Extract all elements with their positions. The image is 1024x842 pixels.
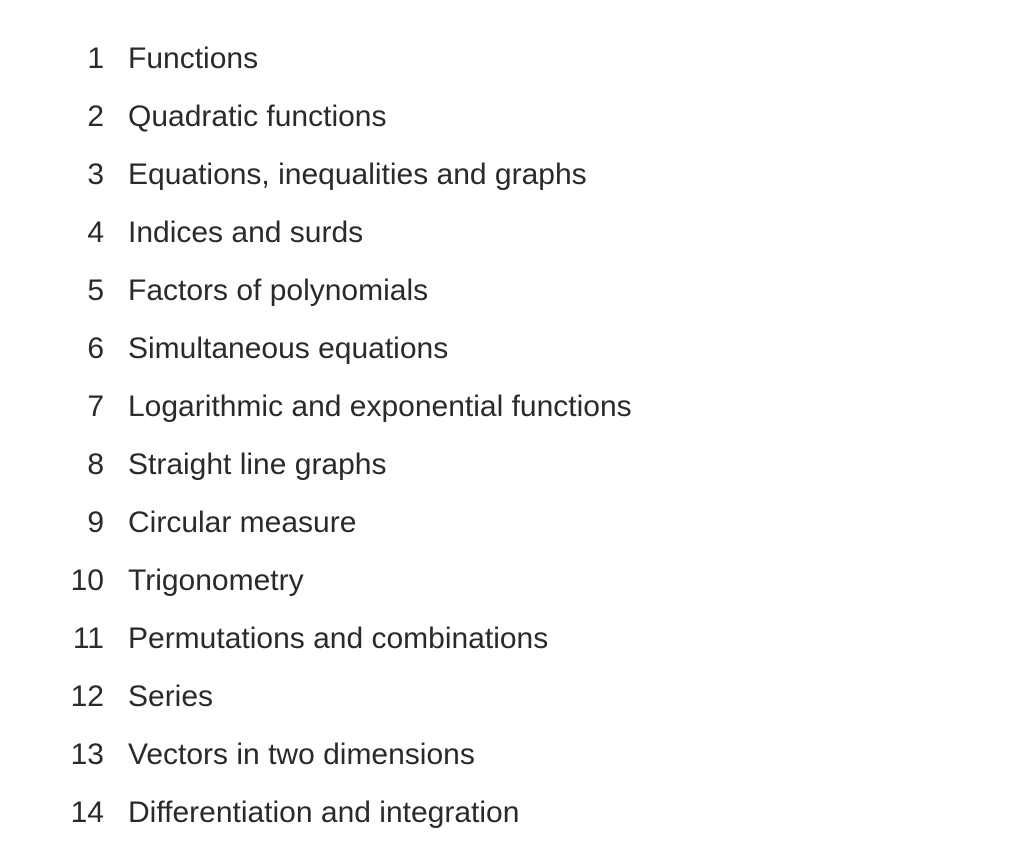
list-item: 5 Factors of polynomials <box>0 262 1024 320</box>
chapter-title: Factors of polynomials <box>128 276 428 306</box>
list-item: 14 Differentiation and integration <box>0 784 1024 842</box>
list-item: 4 Indices and surds <box>0 204 1024 262</box>
list-item: 10 Trigonometry <box>0 552 1024 610</box>
list-item: 6 Simultaneous equations <box>0 320 1024 378</box>
chapter-title: Series <box>128 682 213 712</box>
chapter-number: 7 <box>0 392 128 422</box>
chapter-list: 1 Functions 2 Quadratic functions 3 Equa… <box>0 30 1024 842</box>
list-item: 7 Logarithmic and exponential functions <box>0 378 1024 436</box>
chapter-number: 5 <box>0 276 128 306</box>
chapter-title: Vectors in two dimensions <box>128 740 475 770</box>
chapter-number: 13 <box>0 740 128 770</box>
chapter-title: Trigonometry <box>128 566 304 596</box>
chapter-title: Logarithmic and exponential functions <box>128 392 632 422</box>
list-item: 2 Quadratic functions <box>0 88 1024 146</box>
chapter-number: 9 <box>0 508 128 538</box>
chapter-title: Differentiation and integration <box>128 798 519 828</box>
list-item: 13 Vectors in two dimensions <box>0 726 1024 784</box>
chapter-number: 3 <box>0 160 128 190</box>
chapter-number: 8 <box>0 450 128 480</box>
chapter-title: Quadratic functions <box>128 102 386 132</box>
list-item: 9 Circular measure <box>0 494 1024 552</box>
chapter-title: Circular measure <box>128 508 356 538</box>
list-item: 1 Functions <box>0 30 1024 88</box>
list-item: 3 Equations, inequalities and graphs <box>0 146 1024 204</box>
chapter-title: Functions <box>128 44 258 74</box>
chapter-number: 14 <box>0 798 128 828</box>
list-item: 12 Series <box>0 668 1024 726</box>
chapter-title: Indices and surds <box>128 218 363 248</box>
chapter-title: Equations, inequalities and graphs <box>128 160 587 190</box>
chapter-number: 1 <box>0 44 128 74</box>
chapter-number: 6 <box>0 334 128 364</box>
list-item: 8 Straight line graphs <box>0 436 1024 494</box>
chapter-number: 4 <box>0 218 128 248</box>
chapter-number: 11 <box>0 624 128 654</box>
chapter-number: 10 <box>0 566 128 596</box>
chapter-number: 12 <box>0 682 128 712</box>
chapter-title: Straight line graphs <box>128 450 387 480</box>
chapter-title: Simultaneous equations <box>128 334 448 364</box>
chapter-number: 2 <box>0 102 128 132</box>
chapter-title: Permutations and combinations <box>128 624 548 654</box>
list-item: 11 Permutations and combinations <box>0 610 1024 668</box>
